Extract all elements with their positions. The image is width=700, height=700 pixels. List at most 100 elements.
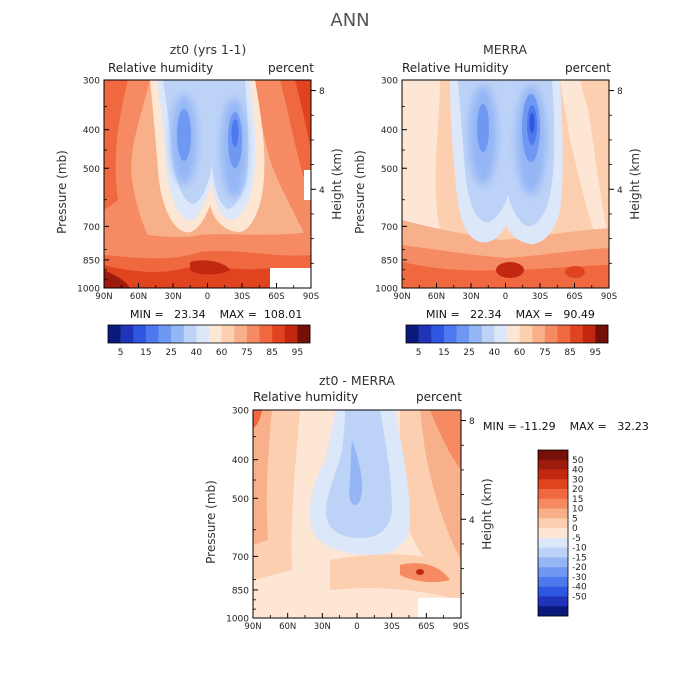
colorbar-swatch: [538, 489, 568, 500]
colorbar-swatch: [145, 325, 159, 343]
colorbar-label: 15: [438, 348, 449, 358]
panel-units-zt0: percent: [268, 61, 314, 75]
colorbar-swatch: [538, 450, 568, 461]
colorbar-swatch: [196, 325, 210, 343]
panel-units-merra: percent: [565, 61, 611, 75]
colorbar-label: 40: [191, 348, 203, 358]
x-tick-label: 0: [205, 292, 210, 302]
y-tick-label: 400: [232, 456, 249, 466]
heatmap-field-diff: [253, 410, 461, 618]
colorbar-swatch: [507, 325, 520, 343]
x-tick-label: 90N: [95, 292, 112, 302]
colorbar-label: -50: [572, 592, 587, 602]
x-tick-label: 30S: [384, 622, 400, 632]
heatmap-field-merra: [402, 80, 609, 288]
y-axis-label-right: Height (km): [628, 148, 642, 219]
x-tick-label: 60S: [566, 292, 582, 302]
colorbar-swatch: [532, 325, 546, 343]
colorbar-swatch: [538, 498, 568, 509]
colorbar-frame: [537, 449, 569, 617]
colorbar-swatch: [456, 325, 470, 343]
y-tick-label: 300: [232, 407, 249, 417]
x-tick-label: 60S: [268, 292, 284, 302]
colorbar-swatch: [246, 325, 260, 343]
colorbar-swatch: [272, 325, 286, 343]
colorbar-label: 25: [463, 348, 474, 358]
panel-title-zt0: zt0 (yrs 1-1): [169, 42, 247, 57]
colorbar-label: 5: [572, 514, 578, 524]
colorbar-swatch: [538, 547, 568, 558]
colorbar-swatch: [557, 325, 571, 343]
x-tick-label: 90S: [601, 292, 617, 302]
colorbar-swatch: [582, 325, 596, 343]
colorbar-swatch: [418, 325, 432, 343]
colorbar-frame: [405, 324, 609, 344]
y-tick-label: 1000: [226, 615, 249, 625]
colorbar-swatch: [538, 557, 568, 568]
colorbar-swatch: [158, 325, 172, 343]
x-tick-label: 60N: [428, 292, 445, 302]
page-title: ANN: [330, 10, 370, 31]
x-tick-label: 0: [503, 292, 508, 302]
y-axis-label: Pressure (mb): [55, 150, 69, 234]
colorbar-label: 15: [572, 495, 583, 505]
colorbar-swatch: [538, 469, 568, 480]
x-tick-label: 30S: [532, 292, 548, 302]
colorbar-swatch: [183, 325, 197, 343]
colorbar-swatch: [538, 528, 568, 539]
colorbar-label: 5: [416, 348, 422, 358]
colorbar-swatch: [570, 325, 584, 343]
colorbar-swatch: [481, 325, 495, 343]
colorbars-layer: 5 15 25 40 60 75 85 95 5 15 25 40 60 75 85 955040302015…: [107, 324, 609, 617]
x-tick-label: 0: [354, 622, 359, 632]
panel-stats-merra: MIN = 22.34 MAX = 90.49: [426, 308, 595, 321]
panel-title-diff: zt0 - MERRA: [319, 373, 395, 388]
y-tick-label: 300: [83, 77, 100, 87]
colorbar-swatch: [538, 479, 568, 490]
y-axis-label-right: Height (km): [480, 478, 494, 549]
colorbar-swatch: [538, 459, 568, 470]
colorbar-swatch: [209, 325, 222, 343]
y-tick-label: 400: [381, 126, 398, 136]
y-tick-label: 850: [83, 256, 100, 266]
colorbar-label: 75: [241, 348, 252, 358]
colorbar-label: 85: [564, 348, 575, 358]
colorbar-zt0: 5 15 25 40 60 75 85 95: [107, 324, 311, 358]
colorbar-label: 0: [572, 524, 578, 534]
colorbar-label: 95: [292, 348, 303, 358]
colorbar-swatch: [538, 537, 568, 548]
x-tick-label: 30N: [462, 292, 479, 302]
colorbar-swatch: [120, 325, 134, 343]
colorbar-swatch: [171, 325, 185, 343]
colorbar-label: 85: [266, 348, 277, 358]
colorbar-swatch: [519, 325, 533, 343]
y-axis-label: Pressure (mb): [204, 480, 218, 564]
colorbar-label: 15: [140, 348, 151, 358]
x-tick-label: 60N: [279, 622, 296, 632]
colorbar-swatch: [538, 606, 568, 617]
height-tick-label: 8: [469, 417, 475, 427]
colorbar-swatch: [544, 325, 558, 343]
colorbar-label: 5: [118, 348, 124, 358]
colorbar-swatch: [595, 325, 609, 343]
height-tick-label: 8: [319, 87, 325, 97]
colorbar-swatch: [284, 325, 298, 343]
colorbar-label: 25: [165, 348, 176, 358]
y-tick-label: 700: [381, 223, 398, 233]
panel-title-merra: MERRA: [482, 42, 528, 57]
colorbar-swatch: [234, 325, 248, 343]
colorbar-swatch: [538, 576, 568, 588]
panel-stats-zt0: MIN = 23.34 MAX = 108.01: [130, 308, 303, 321]
panel-units-diff: percent: [416, 390, 462, 404]
x-tick-label: 90N: [393, 292, 410, 302]
colorbar-label: 10: [572, 505, 584, 515]
y-axis-label: Pressure (mb): [353, 150, 367, 234]
panel-stats-diff: MIN = -11.29 MAX = 32.23: [483, 420, 649, 433]
colorbar-swatch: [443, 325, 457, 343]
x-tick-label: 30S: [234, 292, 250, 302]
